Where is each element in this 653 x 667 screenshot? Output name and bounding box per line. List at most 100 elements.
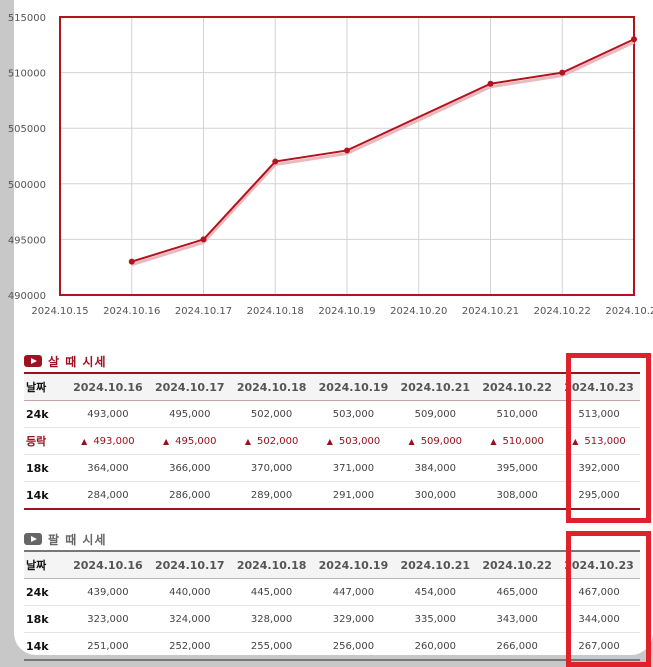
data-point bbox=[487, 80, 494, 87]
price-cell: 503,000 bbox=[312, 400, 395, 428]
y-tick-label: 500000 bbox=[8, 180, 46, 191]
header-date: 2024.10.19 bbox=[318, 380, 389, 394]
change-cell: ▲ 509,000 bbox=[394, 427, 477, 455]
y-tick-label: 490000 bbox=[8, 291, 46, 302]
header-date: 2024.10.21 bbox=[400, 558, 471, 572]
row-label: 14k bbox=[24, 632, 67, 661]
sell-section-header: 팔 때 시세 bbox=[24, 528, 640, 550]
price-cell: 335,000 bbox=[394, 605, 477, 633]
header-date: 2024.10.18 bbox=[236, 558, 307, 572]
data-point bbox=[272, 158, 279, 165]
price-cell: 266,000 bbox=[476, 632, 559, 661]
data-point bbox=[559, 69, 566, 76]
table-row-14k: 14k 251,000 252,000 255,000 256,000 260,… bbox=[24, 632, 640, 661]
price-cell: 256,000 bbox=[312, 632, 395, 661]
change-cell: ▲ 510,000 bbox=[476, 427, 559, 455]
x-tick-label: 2024.10.15 bbox=[31, 306, 88, 317]
table-row-14k: 14k 284,000 286,000 289,000 291,000 300,… bbox=[24, 481, 640, 510]
change-cell: ▲ 493,000 bbox=[67, 427, 149, 455]
price-cell: 371,000 bbox=[312, 454, 395, 482]
row-label: 18k bbox=[24, 605, 67, 633]
price-cell: 323,000 bbox=[67, 605, 149, 633]
data-point bbox=[200, 236, 207, 243]
x-tick-label: 2024.10.20 bbox=[390, 306, 447, 317]
header-date-label: 날짜 bbox=[26, 381, 47, 394]
table-header-row: 날짜 2024.10.16 2024.10.17 2024.10.18 2024… bbox=[24, 373, 640, 401]
price-cell: 291,000 bbox=[312, 481, 395, 510]
highlight-box-sell-latest bbox=[566, 531, 651, 667]
play-icon bbox=[24, 355, 42, 367]
price-cell: 300,000 bbox=[394, 481, 477, 510]
up-arrow-icon: ▲ bbox=[572, 436, 579, 446]
header-date: 2024.10.21 bbox=[400, 380, 471, 394]
table-row-18k: 18k 323,000 324,000 328,000 329,000 335,… bbox=[24, 605, 640, 633]
row-label: 14k bbox=[24, 481, 67, 510]
price-cell: 495,000 bbox=[148, 400, 231, 428]
price-cell: 289,000 bbox=[230, 481, 313, 510]
price-cell: 308,000 bbox=[476, 481, 559, 510]
header-date: 2024.10.19 bbox=[318, 558, 389, 572]
price-cell: 454,000 bbox=[394, 578, 477, 606]
buy-section-header: 살 때 시세 bbox=[24, 350, 640, 372]
y-tick-label: 495000 bbox=[8, 235, 46, 246]
header-date: 2024.10.16 bbox=[73, 380, 143, 394]
buy-price-section: 살 때 시세 날짜 2024.10.16 2024.10.17 2024.10.… bbox=[24, 350, 640, 510]
price-cell: 502,000 bbox=[230, 400, 313, 428]
price-cell: 384,000 bbox=[394, 454, 477, 482]
price-cell: 328,000 bbox=[230, 605, 313, 633]
play-icon bbox=[24, 533, 42, 545]
price-cell: 510,000 bbox=[476, 400, 559, 428]
price-cell: 467,000 bbox=[558, 578, 640, 606]
change-cell: ▲ 495,000 bbox=[148, 427, 231, 455]
price-cell: 370,000 bbox=[230, 454, 313, 482]
price-cell: 329,000 bbox=[312, 605, 395, 633]
change-cell: ▲ 502,000 bbox=[230, 427, 313, 455]
price-cell: 286,000 bbox=[148, 481, 231, 510]
price-cell: 252,000 bbox=[148, 632, 231, 661]
table-row-24k: 24k 439,000 440,000 445,000 447,000 454,… bbox=[24, 578, 640, 606]
table-row-24k: 24k 493,000 495,000 502,000 503,000 509,… bbox=[24, 400, 640, 428]
buy-section-title: 살 때 시세 bbox=[48, 354, 107, 369]
price-line-chart: 515000 510000 505000 500000 495000 490000 2024… bbox=[8, 13, 653, 317]
row-label: 24k bbox=[24, 400, 67, 428]
price-cell: 440,000 bbox=[148, 578, 231, 606]
x-tick-label: 2024.10.16 bbox=[103, 306, 160, 317]
price-cell: 267,000 bbox=[558, 632, 640, 661]
price-cell: 344,000 bbox=[558, 605, 640, 633]
sell-price-table: 날짜 2024.10.16 2024.10.17 2024.10.18 2024… bbox=[24, 550, 640, 661]
up-arrow-icon: ▲ bbox=[408, 436, 415, 446]
price-cell: 251,000 bbox=[67, 632, 149, 661]
table-row-change: 등락 ▲ 493,000 ▲ 495,000 ▲ 502,000 ▲ 503,000 ▲… bbox=[24, 427, 640, 455]
header-date: 2024.10.17 bbox=[154, 380, 225, 394]
plot-border bbox=[59, 16, 635, 296]
price-cell: 284,000 bbox=[67, 481, 149, 510]
buy-price-table: 날짜 2024.10.16 2024.10.17 2024.10.18 2024… bbox=[24, 372, 640, 510]
change-cell: ▲ 513,000 bbox=[558, 427, 640, 455]
change-value: 503,000 bbox=[338, 435, 381, 447]
price-cell: 260,000 bbox=[394, 632, 477, 661]
up-arrow-icon: ▲ bbox=[490, 436, 497, 446]
data-point bbox=[344, 147, 350, 154]
price-cell: 343,000 bbox=[476, 605, 559, 633]
row-label: 24k bbox=[24, 578, 67, 606]
table-header-row: 날짜 2024.10.16 2024.10.17 2024.10.18 2024… bbox=[24, 551, 640, 579]
change-value: 495,000 bbox=[175, 435, 217, 447]
change-value: 510,000 bbox=[502, 435, 544, 447]
price-cell: 513,000 bbox=[558, 400, 640, 428]
x-tick-label: 2024.10.18 bbox=[247, 306, 304, 317]
x-tick-label: 2024.10.19 bbox=[318, 306, 375, 317]
header-date: 2024.10.16 bbox=[73, 558, 143, 572]
table-row-18k: 18k 364,000 366,000 370,000 371,000 384,… bbox=[24, 454, 640, 482]
y-tick-label: 505000 bbox=[8, 124, 46, 135]
sell-section-title: 팔 때 시세 bbox=[48, 532, 107, 547]
price-cell: 509,000 bbox=[394, 400, 477, 428]
row-label: 18k bbox=[24, 454, 67, 482]
y-tick-label: 515000 bbox=[8, 13, 46, 24]
header-date: 2024.10.23 bbox=[564, 558, 634, 572]
price-cell: 439,000 bbox=[67, 578, 149, 606]
x-tick-label: 2024.10.21 bbox=[462, 306, 519, 317]
header-date-label: 날짜 bbox=[26, 559, 47, 572]
header-date: 2024.10.23 bbox=[564, 380, 634, 394]
sell-price-section: 팔 때 시세 날짜 2024.10.16 2024.10.17 2024.10.… bbox=[24, 528, 640, 661]
up-arrow-icon: ▲ bbox=[81, 436, 88, 446]
